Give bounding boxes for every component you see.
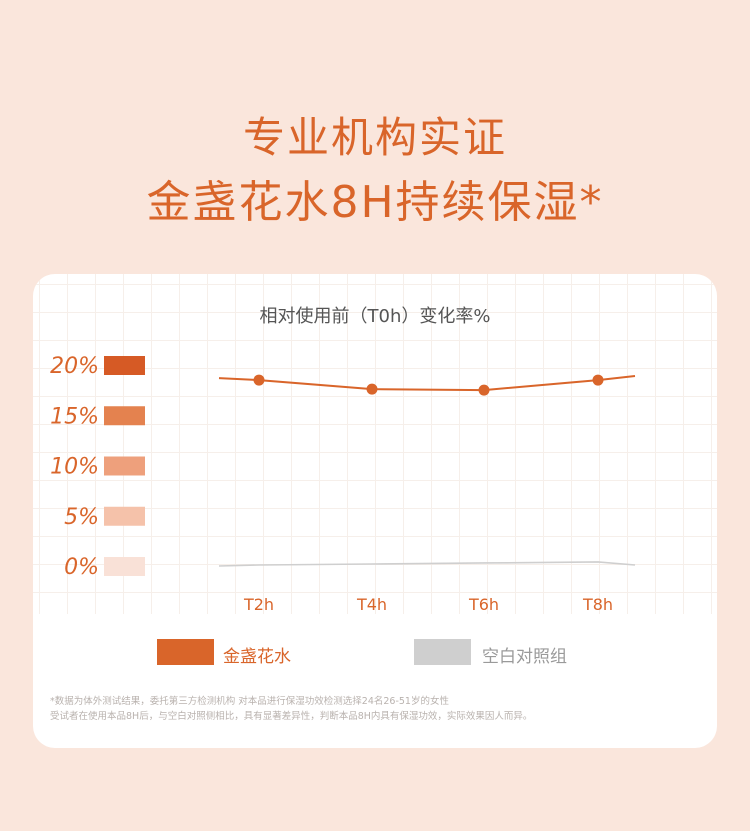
- headline-line1: 专业机构实证: [242, 113, 507, 162]
- footnote-line1: *数据为体外测试结果，委托第三方检测机构 对本品进行保湿功效检测选择24名26-…: [50, 696, 449, 707]
- footnote: *数据为体外测试结果，委托第三方检测机构 对本品进行保湿功效检测选择24名26-…: [50, 694, 700, 724]
- y-tick-label: 15%: [50, 404, 99, 429]
- y-tick-label: 20%: [50, 354, 99, 379]
- y-tick-block: [104, 506, 145, 526]
- x-tick-label: T2h: [243, 595, 274, 614]
- series-line-control: [218, 561, 636, 567]
- y-tick-label: 0%: [64, 555, 99, 580]
- y-tick-block: [104, 557, 145, 576]
- footnote-line2: 受试者在使用本品8H后，与空白对照侧相比，具有显著差异性，判断本品8H内具有保湿…: [50, 711, 533, 722]
- legend-label-control: 空白对照组: [482, 647, 567, 667]
- data-point: [253, 374, 265, 386]
- x-tick-label: T4h: [356, 595, 387, 614]
- legend-swatch-control: [414, 639, 471, 665]
- legend-label-calendula: 金盏花水: [223, 647, 291, 667]
- y-tick-block: [104, 356, 145, 375]
- y-tick-label: 10%: [50, 455, 99, 480]
- data-point: [478, 384, 490, 396]
- headline-line2: 金盏花水8H持续保湿*: [146, 177, 604, 228]
- data-point: [592, 374, 604, 386]
- chart-grid: [33, 274, 717, 614]
- y-tick-block: [104, 456, 145, 476]
- data-point: [366, 383, 378, 395]
- legend-swatch-calendula: [157, 639, 214, 665]
- x-tick-label: T8h: [582, 595, 613, 614]
- y-tick-block: [104, 406, 145, 426]
- chart-card: 相对使用前（T0h）变化率% 20% 15% 10% 5% 0% T2h T4h T6h T8h…: [33, 274, 717, 748]
- chart-title: 相对使用前（T0h）变化率%: [259, 306, 491, 327]
- series-line-calendula: [218, 375, 636, 392]
- line-chart: 20% 15% 10% 5% 0% T2h T4h T6h T8h: [50, 354, 636, 614]
- x-tick-label: T6h: [468, 595, 499, 614]
- y-tick-label: 5%: [64, 505, 99, 530]
